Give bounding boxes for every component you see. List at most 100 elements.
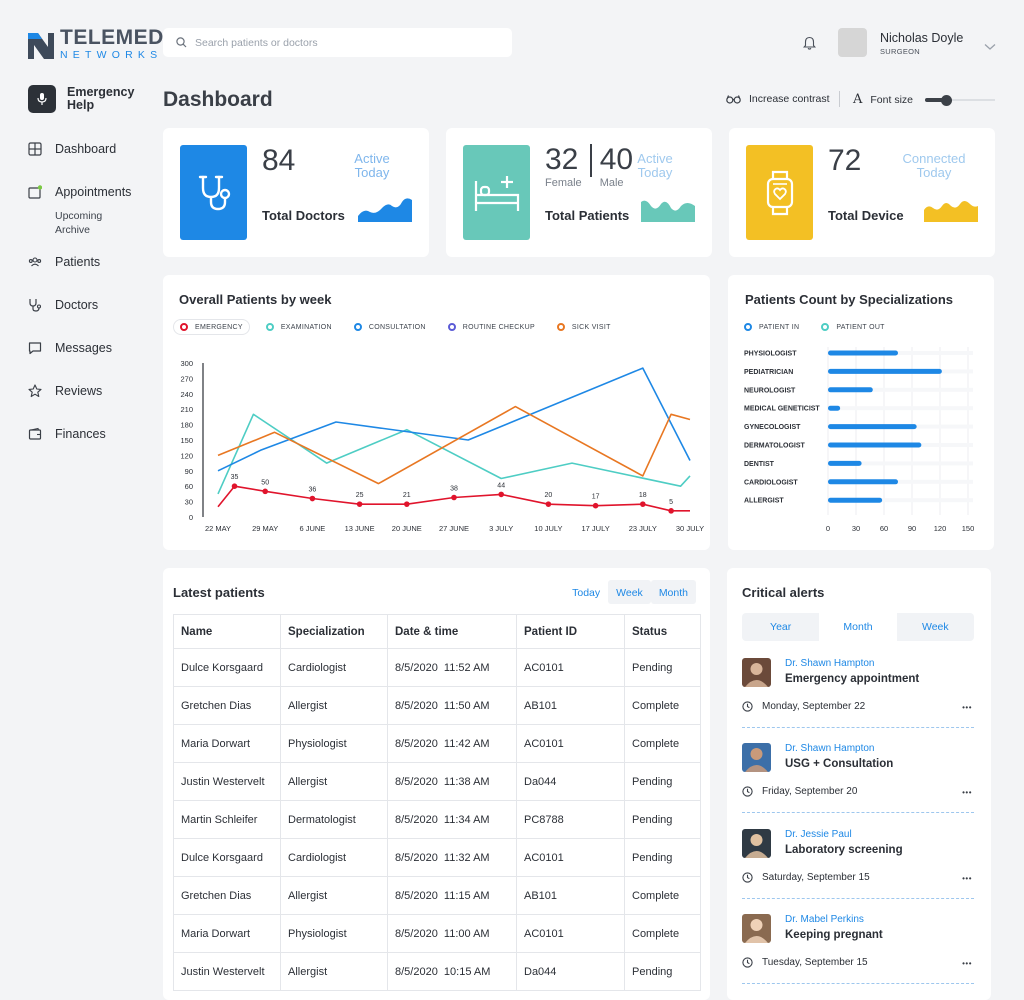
sidebar-item-appointments[interactable]: Appointments — [28, 181, 153, 203]
table-row[interactable]: Gretchen Dias Allergist 8/5/2020 11:15 AM A… — [173, 876, 701, 915]
more-options-icon[interactable]: ••• — [962, 788, 972, 798]
data-point[interactable] — [545, 501, 552, 507]
legend-item[interactable]: PATIENT IN — [738, 319, 805, 335]
legend-item[interactable]: SICK VISIT — [551, 319, 617, 335]
sidebar-item-dashboard[interactable]: Dashboard — [28, 138, 153, 160]
bar[interactable] — [828, 497, 883, 503]
column-header[interactable]: Name — [173, 614, 281, 649]
x-tick-label: 22 MAY — [205, 524, 231, 533]
users-icon — [28, 257, 42, 267]
chevron-down-icon[interactable] — [984, 38, 996, 56]
logo-mark-icon — [28, 32, 54, 59]
legend-dot-icon — [265, 323, 274, 331]
sidebar-item-finances[interactable]: Finances — [28, 423, 153, 445]
data-point[interactable] — [262, 488, 268, 495]
data-point[interactable] — [592, 502, 599, 509]
sidebar-item-reviews[interactable]: Reviews — [28, 380, 153, 402]
tab-month[interactable]: Month — [650, 580, 696, 604]
doctor-name-link[interactable]: Dr. Jessie Paul — [785, 828, 852, 840]
legend-item[interactable]: CONSULTATION — [348, 319, 432, 335]
data-label: 38 — [450, 485, 458, 492]
legend-item[interactable]: ROUTINE CHECKUP — [442, 319, 541, 335]
x-tick-label: 29 MAY — [252, 524, 278, 533]
glasses-icon — [726, 95, 741, 104]
more-options-icon[interactable]: ••• — [962, 958, 972, 968]
table-row[interactable]: Martin Schleifer Dermatologist 8/5/2020 11… — [173, 800, 701, 839]
tab-today[interactable]: Today — [572, 587, 601, 599]
legend-item[interactable]: EMERGENCY — [173, 319, 250, 335]
sidebar-item-messages[interactable]: Messages — [28, 337, 153, 359]
patients-table: Name Specialization Date & time Patient … — [173, 614, 701, 991]
font-size-slider[interactable] — [925, 95, 995, 106]
table-row[interactable]: Maria Dorwart Physiologist 8/5/2020 11:00 … — [173, 914, 701, 953]
column-header[interactable]: Specialization — [280, 614, 388, 649]
sidebar-subitem-upcoming[interactable]: Upcoming — [55, 210, 103, 222]
legend-item[interactable]: EXAMINATION — [260, 319, 338, 335]
data-point[interactable] — [404, 501, 410, 507]
bar-track — [828, 406, 973, 411]
sidebar-item-label: Messages — [55, 341, 112, 355]
date-time-cell: 8/5/2020 11:42 AM — [387, 724, 517, 763]
brand-logo[interactable]: TELEMED NETWORKS — [28, 27, 164, 61]
sidebar-item-patients[interactable]: Patients — [28, 251, 153, 273]
alert-item[interactable]: Dr. Jessie Paul Laboratory screening Satur… — [742, 824, 974, 910]
column-header[interactable]: Date & time — [387, 614, 517, 649]
bar[interactable] — [828, 479, 898, 485]
table-row[interactable]: Justin Westervelt Allergist 8/5/2020 10:15… — [173, 952, 701, 991]
specialization-cell: Allergist — [280, 762, 388, 801]
table-row[interactable]: Dulce Korsgaard Cardiologist 8/5/2020 11:3… — [173, 838, 701, 877]
bar[interactable] — [828, 442, 922, 448]
more-options-icon[interactable]: ••• — [962, 873, 972, 883]
doctor-name-link[interactable]: Dr. Shawn Hampton — [785, 658, 875, 669]
tab-month[interactable]: Month — [819, 613, 897, 641]
data-point[interactable] — [309, 495, 316, 502]
table-row[interactable]: Justin Westervelt Allergist 8/5/2020 11:38… — [173, 762, 701, 801]
more-options-icon[interactable]: ••• — [962, 703, 972, 712]
tab-week[interactable]: Week — [608, 580, 651, 604]
patient-id-cell: PC8788 — [516, 800, 625, 839]
search-input[interactable] — [195, 36, 495, 49]
table-row[interactable]: Dulce Korsgaard Cardiologist 8/5/2020 11:5… — [173, 648, 701, 687]
emergency-help-button[interactable]: Emergency Help — [28, 85, 137, 113]
alert-period-tabs: Year Month Week — [742, 613, 974, 641]
bar[interactable] — [828, 387, 873, 393]
doctor-name-link[interactable]: Dr. Shawn Hampton — [785, 743, 875, 755]
date-time-cell: 8/5/2020 10:15 AM — [387, 952, 517, 991]
legend-item[interactable]: PATIENT OUT — [815, 319, 890, 335]
series-line-consultation — [217, 367, 691, 472]
bar[interactable] — [828, 460, 862, 466]
alert-item[interactable]: Dr. Shawn Hampton USG + Consultation Frida… — [742, 738, 974, 824]
data-point[interactable] — [668, 508, 674, 514]
doctor-name-link[interactable]: Dr. Mabel Perkins — [785, 913, 864, 925]
table-header-row: Name Specialization Date & time Patient … — [173, 614, 701, 649]
table-row[interactable]: Gretchen Dias Allergist 8/5/2020 11:50 AM A… — [173, 686, 701, 725]
data-point[interactable] — [356, 501, 363, 507]
category-label: NEUROLOGIST — [744, 387, 796, 394]
data-point[interactable] — [498, 491, 505, 498]
sidebar-item-label: Finances — [55, 427, 106, 441]
stat-label: Total Patients — [545, 208, 630, 223]
table-row[interactable]: Maria Dorwart Physiologist 8/5/2020 11:42 … — [173, 724, 701, 763]
column-header[interactable]: Status — [624, 614, 701, 649]
notification-bell-icon[interactable] — [802, 36, 817, 55]
tab-year[interactable]: Year — [770, 621, 792, 633]
tab-week[interactable]: Week — [921, 621, 949, 633]
slider-handle[interactable] — [941, 95, 952, 106]
user-avatar[interactable] — [838, 28, 867, 57]
increase-contrast-button[interactable]: Increase contrast — [726, 93, 830, 105]
alert-item[interactable]: Dr. Mabel Perkins Keeping pregnant Tuesday… — [742, 909, 974, 995]
alert-item[interactable]: Dr. Shawn Hampton Emergency appointment Mo… — [742, 653, 974, 739]
toolbar-divider — [839, 91, 840, 107]
legend-dot-icon — [180, 323, 188, 331]
column-header[interactable]: Patient ID — [516, 614, 625, 649]
bar[interactable] — [828, 368, 942, 374]
bar[interactable] — [828, 350, 898, 356]
sidebar-subitem-archive[interactable]: Archive — [55, 224, 91, 236]
bar[interactable] — [828, 405, 841, 411]
category-label: MEDICAL GENETICIST — [744, 406, 820, 413]
bar[interactable] — [828, 424, 917, 430]
data-point[interactable] — [231, 483, 238, 489]
sidebar-item-doctors[interactable]: Doctors — [28, 294, 153, 316]
data-point[interactable] — [451, 494, 457, 501]
data-point[interactable] — [640, 501, 646, 507]
